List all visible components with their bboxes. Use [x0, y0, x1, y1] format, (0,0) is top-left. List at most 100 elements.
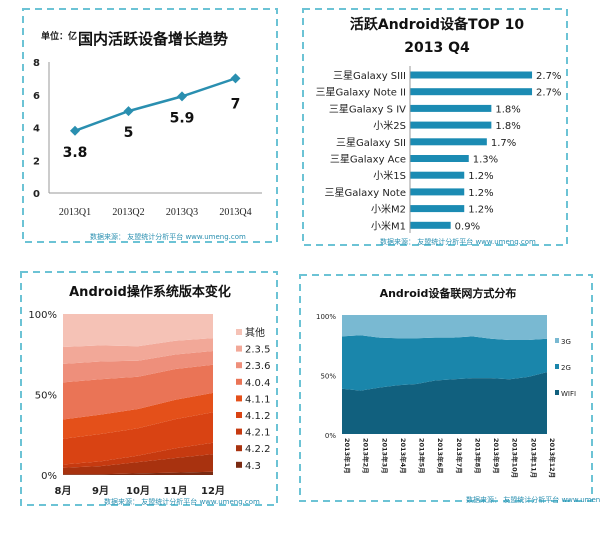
- bar-category-label: 小米M2: [371, 203, 406, 216]
- bar-value-label: 1.2%: [468, 188, 493, 199]
- area-series-4-0-4: [63, 364, 213, 420]
- y-tick-label: 8: [33, 58, 40, 69]
- chart2-title: 活跃Android设备TOP 10: [350, 16, 524, 33]
- legend-label: 3G: [561, 338, 571, 346]
- data-label: 5.9: [170, 110, 195, 126]
- chart4-area: 0% 50% 100% 2013年1月 2013年2月 2013年3月 2013年4月 201…: [316, 313, 576, 478]
- bar: [410, 205, 465, 213]
- bar-category-label: 三星Galaxy Ace: [330, 154, 406, 166]
- y-tick-label: 6: [33, 91, 40, 102]
- x-tick-label: 2013年11月: [529, 438, 538, 478]
- area-series-4-1-2: [63, 412, 213, 465]
- x-tick-label: 8月: [55, 485, 72, 497]
- data-point: [177, 91, 187, 102]
- data-label: 7: [231, 96, 241, 112]
- x-tick-label: 2013年5月: [418, 438, 427, 474]
- chart2-subtitle: 2013 Q4: [404, 40, 470, 56]
- x-tick-label: 2013年2月: [362, 438, 371, 474]
- x-tick-label: 2013年7月: [455, 438, 464, 474]
- y-tick-label: 100%: [28, 310, 57, 321]
- bar-category-label: 小米M1: [371, 219, 406, 232]
- area-series-4-2-1: [63, 442, 213, 468]
- data-point: [123, 106, 134, 117]
- panel-top10: [302, 8, 568, 246]
- x-tick-label: 2013年3月: [380, 438, 389, 474]
- bar: [410, 104, 492, 112]
- chart1-source: 数据来源： 友盟统计分析平台 www.umeng.com: [90, 232, 246, 241]
- bar: [410, 71, 533, 79]
- bar-category-label: 三星Galaxy SIII: [333, 70, 406, 82]
- bar-value-label: 1.2%: [468, 171, 493, 182]
- legend-swatch: [236, 362, 242, 369]
- x-tick-label: 2013年8月: [473, 438, 482, 474]
- legend-label: 4.1.2: [245, 411, 270, 422]
- x-tick-label: 2013Q2: [112, 207, 144, 218]
- y-tick-label: 0%: [41, 471, 57, 482]
- bar-category-label: 三星Galaxy SII: [336, 137, 406, 149]
- legend-label: 其他: [245, 326, 265, 339]
- legend-swatch: [555, 364, 559, 369]
- legend-label: 2.3.5: [245, 345, 270, 356]
- legend-swatch: [236, 329, 242, 335]
- panel-os-versions: [20, 271, 278, 506]
- chart2-bars: 三星Galaxy SIII 2.7% 三星Galaxy Note II 2.7% 三星G…: [315, 66, 561, 233]
- data-point: [70, 125, 80, 136]
- area-series-4-2-2: [63, 454, 213, 475]
- chart4-source: 数据来源： 友盟统计分析平台 www.umeng.com: [466, 495, 600, 504]
- bar-value-label: 1.3%: [473, 155, 498, 166]
- legend-swatch: [236, 412, 242, 418]
- bar: [410, 188, 465, 196]
- legend-swatch: [236, 395, 242, 402]
- bar-category-label: 三星Galaxy Note II: [315, 87, 406, 99]
- data-point: [230, 73, 241, 84]
- y-tick-label: 0%: [325, 432, 336, 440]
- x-tick-label: 2013年6月: [436, 438, 445, 474]
- data-label: 5: [124, 125, 134, 141]
- bar-value-label: 1.8%: [495, 121, 520, 132]
- legend-swatch: [236, 428, 242, 435]
- bar: [410, 155, 469, 162]
- y-tick-label: 50%: [320, 373, 336, 381]
- bar-value-label: 2.7%: [536, 71, 561, 82]
- panel-network: [299, 274, 593, 502]
- bar-category-label: 小米2S: [373, 119, 406, 132]
- x-tick-label: 10月: [126, 485, 150, 497]
- x-tick-label: 2013年10月: [511, 438, 520, 478]
- legend-swatch: [555, 390, 559, 395]
- bar-category-label: 三星Galaxy Note: [325, 187, 406, 199]
- area-series-其他: [63, 314, 213, 348]
- x-tick-label: 2013Q3: [166, 207, 198, 218]
- bar-category-label: 三星Galaxy S IV: [329, 103, 406, 115]
- legend-label: WIFI: [561, 390, 576, 398]
- legend-swatch: [236, 378, 242, 385]
- area-series-WIFI: [342, 372, 547, 434]
- legend-label: 4.2.2: [245, 444, 270, 455]
- bar: [410, 138, 487, 146]
- x-tick-label: 12月: [201, 485, 225, 497]
- y-tick-label: 50%: [35, 391, 57, 402]
- x-tick-label: 2013Q1: [59, 207, 91, 218]
- bar-value-label: 1.2%: [468, 205, 493, 216]
- legend-swatch: [236, 445, 242, 452]
- y-tick-label: 2: [33, 156, 40, 167]
- chart3-source: 数据来源： 友盟统计分析平台 www.umeng.com: [104, 497, 260, 506]
- series-line: [74, 77, 236, 132]
- y-tick-label: 0: [33, 189, 40, 200]
- x-tick-label: 2013年4月: [399, 438, 408, 474]
- chart3-title: Android操作系统版本变化: [69, 284, 231, 300]
- legend-label: 2G: [561, 364, 571, 372]
- chart4-title: Android设备联网方式分布: [380, 286, 517, 300]
- y-tick-label: 100%: [316, 313, 336, 321]
- bar: [410, 121, 492, 129]
- area-series-2-3-5: [63, 338, 213, 364]
- bar-value-label: 2.7%: [536, 88, 561, 99]
- legend-swatch: [236, 345, 242, 352]
- chart1-line: 0 2 4 6 8 2013Q1 2013Q2 2013Q3 2013Q4 3.8 5 5.9 7: [33, 58, 262, 218]
- legend-label: 4.1.1: [245, 394, 270, 405]
- x-tick-label: 2013年1月: [343, 438, 352, 474]
- bar-value-label: 1.7%: [491, 138, 516, 149]
- chart2-source: 数据来源： 友盟统计分析平台 www.umeng.com: [380, 237, 536, 246]
- data-label: 3.8: [63, 145, 88, 161]
- chart1-title: 国内活跃设备增长趋势: [78, 30, 228, 48]
